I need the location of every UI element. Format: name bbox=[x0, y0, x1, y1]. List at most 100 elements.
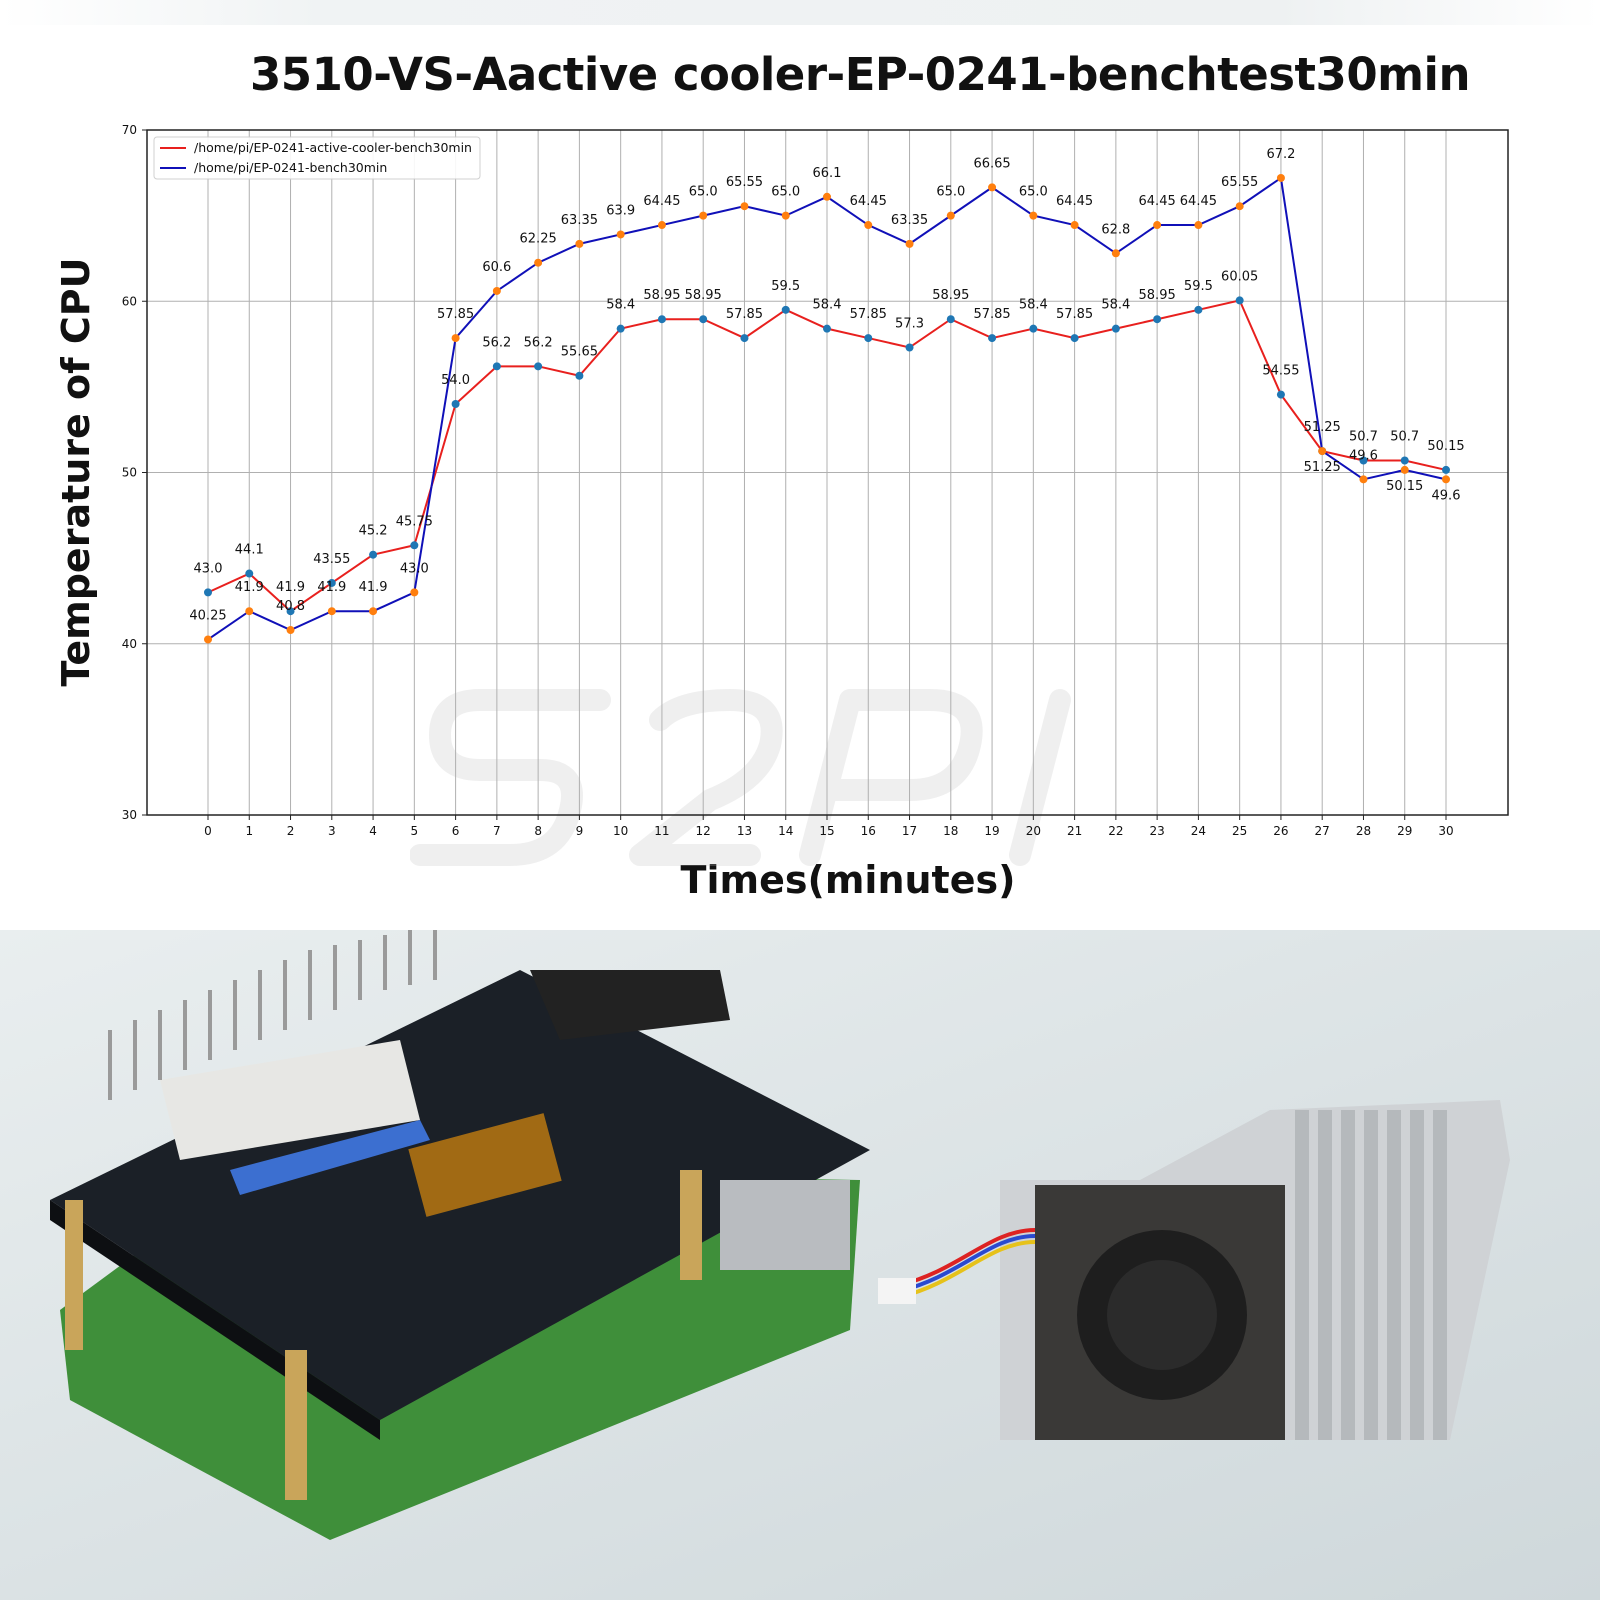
data-label-1: 51.25 bbox=[1304, 420, 1341, 435]
data-label-2: 50.15 bbox=[1386, 479, 1423, 494]
data-label-2: 65.55 bbox=[1221, 175, 1258, 190]
data-point-2 bbox=[534, 258, 543, 267]
data-label-2: 64.45 bbox=[1056, 194, 1093, 209]
x-tick-label: 4 bbox=[369, 824, 377, 838]
line-chart: 0 1 2 3 4 5 6 7 8 9 10 11 12 13 14 15 16 17 18 19 20 21 22 23 24… bbox=[122, 123, 1509, 838]
data-point-2 bbox=[575, 239, 584, 248]
data-label-2: 65.0 bbox=[1019, 185, 1048, 200]
legend-box bbox=[153, 136, 481, 180]
x-axis-label: Times(minutes) bbox=[680, 858, 1016, 902]
x-tick-label: 17 bbox=[902, 824, 917, 838]
x-tick-label: 18 bbox=[943, 824, 958, 838]
data-label-2: 66.65 bbox=[973, 156, 1010, 171]
x-tick-label: 25 bbox=[1232, 824, 1247, 838]
data-point-2 bbox=[410, 588, 419, 597]
data-label-2: 63.35 bbox=[891, 213, 928, 228]
data-label-2: 66.1 bbox=[813, 166, 842, 181]
data-point-1 bbox=[1070, 334, 1079, 343]
x-tick-label: 22 bbox=[1108, 824, 1123, 838]
data-point-2 bbox=[864, 221, 873, 230]
product-photo bbox=[0, 930, 1600, 1600]
legend-label: /home/pi/EP-0241-active-cooler-bench30mi… bbox=[194, 140, 472, 155]
data-label-1: 58.4 bbox=[606, 298, 635, 313]
legend-label: /home/pi/EP-0241-bench30min bbox=[194, 160, 387, 175]
data-point-2 bbox=[1029, 211, 1038, 220]
x-tick-label: 10 bbox=[613, 824, 628, 838]
data-point-2 bbox=[1318, 447, 1327, 456]
data-point-1 bbox=[905, 343, 914, 352]
x-tick-label: 29 bbox=[1397, 824, 1412, 838]
data-point-2 bbox=[1276, 173, 1285, 182]
y-tick-label: 40 bbox=[122, 637, 137, 651]
data-point-2 bbox=[781, 211, 790, 220]
data-point-1 bbox=[864, 334, 873, 343]
data-label-1: 43.0 bbox=[194, 561, 223, 576]
data-label-2: 60.6 bbox=[482, 260, 511, 275]
data-label-1: 58.95 bbox=[1139, 288, 1176, 303]
data-label-2: 63.9 bbox=[606, 203, 635, 218]
data-point-2 bbox=[1153, 221, 1162, 230]
data-label-1: 56.2 bbox=[524, 335, 553, 350]
data-point-2 bbox=[616, 230, 625, 239]
data-point-1 bbox=[1276, 390, 1285, 399]
x-tick-label: 24 bbox=[1191, 824, 1206, 838]
data-point-2 bbox=[1442, 475, 1450, 484]
y-tick-label: 30 bbox=[122, 808, 137, 822]
data-point-2 bbox=[204, 635, 212, 644]
data-label-2: 65.55 bbox=[726, 175, 763, 190]
product-illustration bbox=[50, 930, 1510, 1540]
x-tick-label: 0 bbox=[204, 824, 212, 838]
x-tick-label: 28 bbox=[1356, 824, 1371, 838]
data-label-1: 58.4 bbox=[813, 298, 842, 313]
x-tick-label: 30 bbox=[1438, 824, 1453, 838]
data-label-1: 54.55 bbox=[1262, 364, 1299, 379]
data-label-1: 45.2 bbox=[359, 524, 388, 539]
data-label-1: 57.85 bbox=[850, 307, 887, 322]
data-label-2: 49.6 bbox=[1432, 488, 1461, 503]
y-tick-label: 60 bbox=[122, 294, 137, 308]
x-tick-label: 9 bbox=[576, 824, 584, 838]
data-point-2 bbox=[327, 607, 336, 616]
data-label-2: 43.0 bbox=[400, 561, 429, 576]
data-point-2 bbox=[286, 626, 295, 635]
data-label-1: 60.05 bbox=[1221, 269, 1258, 284]
data-label-2: 41.9 bbox=[359, 580, 388, 595]
x-tick-label: 19 bbox=[984, 824, 999, 838]
data-point-1 bbox=[534, 362, 543, 371]
data-point-2 bbox=[823, 192, 831, 201]
data-label-1: 58.95 bbox=[932, 288, 969, 303]
active-cooler-image bbox=[878, 1100, 1510, 1440]
data-label-1: 50.7 bbox=[1390, 430, 1419, 445]
data-label-2: 65.0 bbox=[936, 185, 965, 200]
x-tick-label: 15 bbox=[819, 824, 834, 838]
data-point-2 bbox=[1070, 221, 1079, 230]
x-tick-label: 20 bbox=[1026, 824, 1041, 838]
x-tick-label: 11 bbox=[654, 824, 669, 838]
data-point-1 bbox=[740, 334, 749, 343]
data-label-2: 63.35 bbox=[561, 213, 598, 228]
data-point-1 bbox=[327, 578, 336, 587]
data-label-2: 40.8 bbox=[276, 599, 305, 614]
x-tick-label: 23 bbox=[1149, 824, 1164, 838]
raspberry-pi-board-image bbox=[50, 930, 870, 1540]
data-point-1 bbox=[1235, 296, 1244, 305]
data-point-1 bbox=[286, 607, 295, 616]
data-point-2 bbox=[988, 183, 997, 192]
data-label-2: 64.45 bbox=[1139, 194, 1176, 209]
data-point-1 bbox=[1111, 324, 1120, 333]
data-point-1 bbox=[575, 371, 584, 380]
data-label-2: 49.6 bbox=[1349, 448, 1378, 463]
data-label-1: 57.85 bbox=[726, 307, 763, 322]
data-point-2 bbox=[1400, 465, 1409, 474]
x-tick-label: 3 bbox=[328, 824, 336, 838]
data-point-1 bbox=[657, 315, 666, 324]
data-point-1 bbox=[492, 362, 501, 371]
x-tick-label: 8 bbox=[534, 824, 542, 838]
data-label-2: 65.0 bbox=[771, 185, 800, 200]
data-point-2 bbox=[451, 334, 460, 343]
x-tick-label: 14 bbox=[778, 824, 793, 838]
data-label-1: 44.1 bbox=[235, 543, 264, 558]
data-point-2 bbox=[1194, 221, 1203, 230]
data-label-2: 67.2 bbox=[1266, 147, 1295, 162]
data-point-2 bbox=[740, 202, 749, 211]
